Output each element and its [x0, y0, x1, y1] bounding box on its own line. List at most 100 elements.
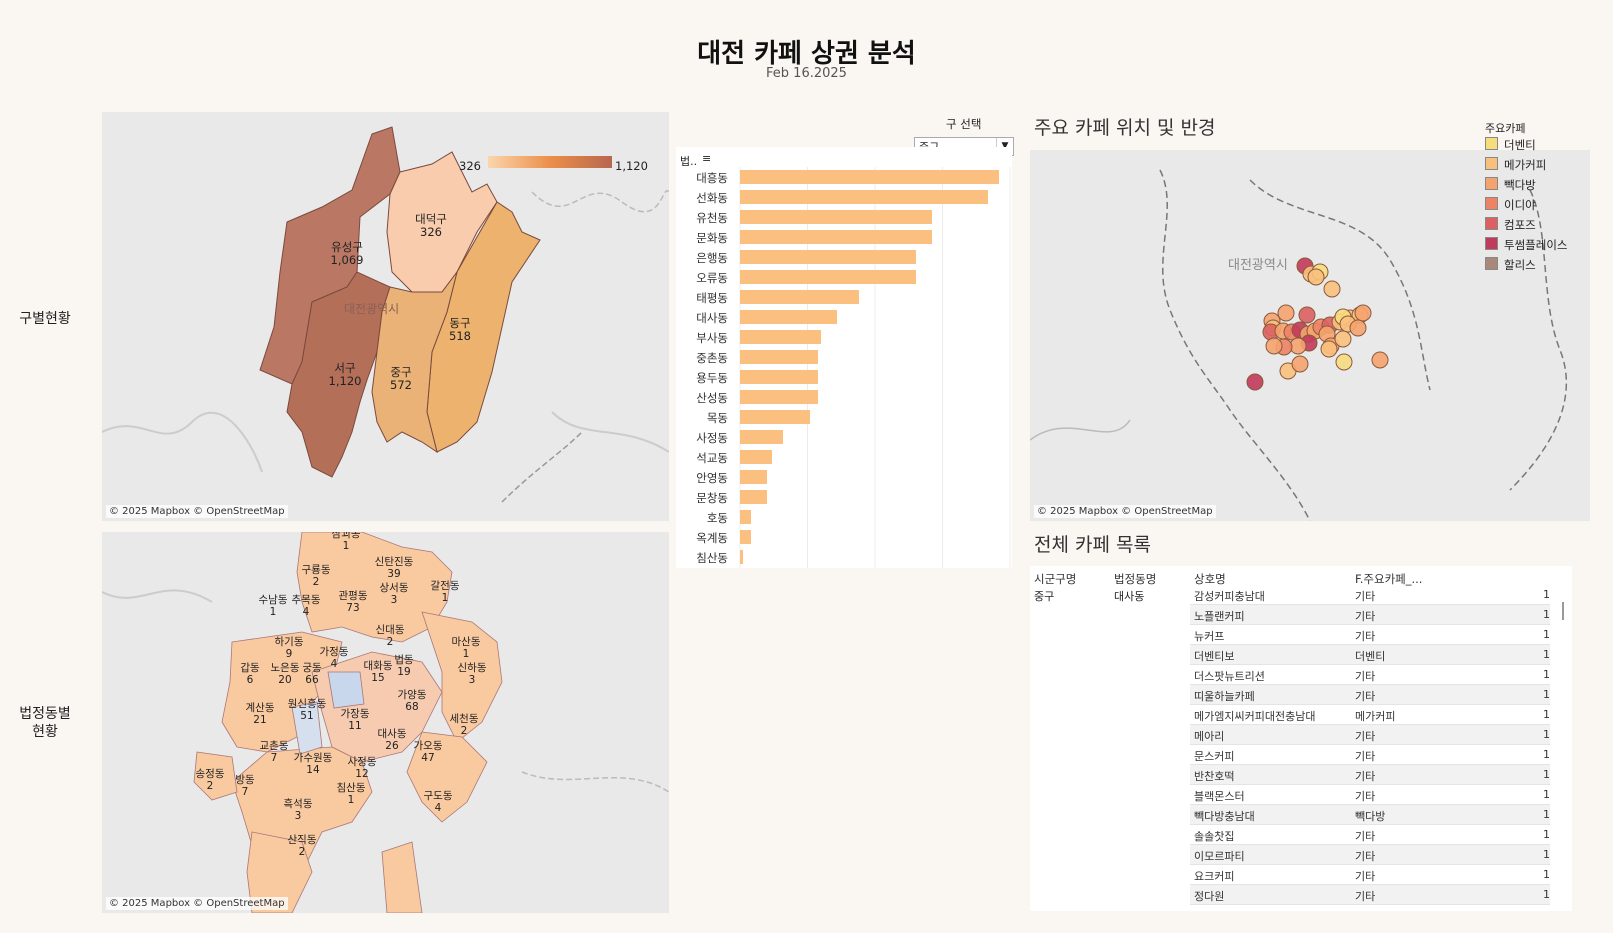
row-divider	[1190, 884, 1550, 885]
table-row[interactable]: 메아리 기타 1	[1030, 725, 1572, 745]
bar-row[interactable]: 옥계동	[676, 527, 1012, 547]
dropdown-arrow-icon[interactable]: ▼	[996, 138, 1013, 155]
bar[interactable]	[740, 430, 784, 444]
legend-item[interactable]: 더벤티	[1485, 137, 1536, 153]
bar-row[interactable]: 용두동	[676, 367, 1012, 387]
table-row[interactable]: 반찬호떡 기타 1	[1030, 765, 1572, 785]
table-row[interactable]: 노플랜커피 기타 1	[1030, 605, 1572, 625]
legend-item[interactable]: 투썸플레이스	[1485, 237, 1567, 253]
bar-row[interactable]: 오류동	[676, 267, 1012, 287]
bar[interactable]	[740, 470, 767, 484]
table-row[interactable]: 더벤티보 더벤티 1	[1030, 645, 1572, 665]
cafe-location-map[interactable]: 대전광역시 © 2025 Mapbox © OpenStreetMap	[1030, 150, 1590, 521]
bar-row[interactable]: 유천동	[676, 207, 1012, 227]
table-row[interactable]: 이모르파티 기타 1	[1030, 845, 1572, 865]
table-row[interactable]: 메가엠지씨커피대전충남대 메가커피 1	[1030, 705, 1572, 725]
table-row[interactable]: 감성커피충남대 기타 1	[1030, 585, 1572, 605]
table-row[interactable]: 솔솔찻집 기타 1	[1030, 825, 1572, 845]
bar[interactable]	[740, 410, 811, 424]
bar-row[interactable]: 호동	[676, 507, 1012, 527]
cell-store-name: 문스커피	[1194, 750, 1235, 763]
legend-item[interactable]: 할리스	[1485, 257, 1536, 273]
bar-row[interactable]: 태평동	[676, 287, 1012, 307]
region-label-daedeok: 대덕구 326	[415, 212, 447, 239]
bar[interactable]	[740, 450, 773, 464]
bar-row[interactable]: 선화동	[676, 187, 1012, 207]
legend-label: 할리스	[1504, 258, 1536, 272]
dong-label: 가양동 68	[397, 689, 427, 713]
cafe-table[interactable]: 시군구명 법정동명 상호명 F.주요카페_... 중구 대사동 감성커피충남대 기…	[1030, 566, 1572, 911]
dong-region-southwest	[193, 751, 238, 801]
col-header-brand[interactable]: F.주요카페_...	[1355, 572, 1423, 586]
table-row[interactable]: 더스팟뉴트리션 기타 1	[1030, 665, 1572, 685]
row-divider	[1190, 624, 1550, 625]
bar[interactable]	[740, 390, 819, 404]
cafe-marker	[1265, 337, 1283, 355]
bar-row[interactable]: 안영동	[676, 467, 1012, 487]
bar[interactable]	[740, 510, 751, 524]
table-row[interactable]: 빽다방충남대 빽다방 1	[1030, 805, 1572, 825]
bar-row[interactable]: 부사동	[676, 327, 1012, 347]
legend-item[interactable]: 컴포즈	[1485, 217, 1536, 233]
bar[interactable]	[740, 250, 916, 264]
table-scrollbar[interactable]	[1562, 602, 1564, 620]
dong-label: 상서동 3	[379, 582, 409, 606]
bar[interactable]	[740, 310, 838, 324]
table-row[interactable]: 뉴커프 기타 1	[1030, 625, 1572, 645]
bar[interactable]	[740, 210, 932, 224]
cell-count: 1	[1543, 788, 1550, 801]
bar-row[interactable]: 문창동	[676, 487, 1012, 507]
cell-store-name: 더스팟뉴트리션	[1194, 670, 1265, 683]
dong-map[interactable]: 삼괴동 1 신탄진동 39 구룡동 2 관평동 73 상서동 3 갈전동 1 추목동 4 수남…	[102, 532, 669, 913]
bar-row[interactable]: 대사동	[676, 307, 1012, 327]
dong-bar-chart[interactable]: 법.. ≡ 대흥동 선화동 유천동 문화동 은행동 오류동 태평동 대사동 부사동 중촌동 용두동 산…	[676, 147, 1012, 568]
cafe-map-shapes	[1030, 169, 1568, 521]
cell-count: 1	[1543, 688, 1550, 701]
bar-row[interactable]: 석교동	[676, 447, 1012, 467]
dong-label: 가장동 11	[340, 708, 370, 732]
legend-label: 투썸플레이스	[1504, 238, 1568, 252]
bar[interactable]	[740, 350, 819, 364]
col-header-dong[interactable]: 법정동명	[1114, 572, 1157, 586]
dong-label: 신탄진동 39	[374, 556, 414, 580]
bar-category-label: 태평동	[696, 291, 728, 305]
bar-row[interactable]: 산성동	[676, 387, 1012, 407]
bar[interactable]	[740, 290, 859, 304]
sort-icon[interactable]: ≡	[702, 152, 712, 165]
legend-item[interactable]: 메가커피	[1485, 157, 1546, 173]
bar[interactable]	[740, 230, 932, 244]
bar-category-label: 석교동	[696, 451, 728, 465]
legend-item[interactable]: 빽다방	[1485, 177, 1536, 193]
table-row[interactable]: 블랙몬스터 기타 1	[1030, 785, 1572, 805]
cafe-marker	[1291, 355, 1309, 373]
table-row[interactable]: 문스커피 기타 1	[1030, 745, 1572, 765]
bar[interactable]	[740, 370, 819, 384]
table-row[interactable]: 요크커피 기타 1	[1030, 865, 1572, 885]
bar-row[interactable]: 사정동	[676, 427, 1012, 447]
bar-row[interactable]: 은행동	[676, 247, 1012, 267]
bar-row[interactable]: 목동	[676, 407, 1012, 427]
table-row[interactable]: 정다원 기타 1	[1030, 885, 1572, 905]
legend-item[interactable]: 이디야	[1485, 197, 1536, 213]
dong-label: 신하동 3	[457, 662, 487, 686]
dong-label: 송정동 2	[195, 768, 225, 792]
bar[interactable]	[740, 330, 821, 344]
bar-row[interactable]: 중촌동	[676, 347, 1012, 367]
table-row[interactable]: 띠울하늘카페 기타 1	[1030, 685, 1572, 705]
bar[interactable]	[740, 490, 767, 504]
row-divider	[1190, 664, 1550, 665]
bar[interactable]	[740, 270, 916, 284]
bar-row[interactable]: 문화동	[676, 227, 1012, 247]
col-header-district[interactable]: 시군구명	[1034, 572, 1077, 586]
bar[interactable]	[740, 170, 1000, 184]
bar-row[interactable]: 침산동	[676, 547, 1012, 567]
bar[interactable]	[740, 550, 743, 564]
bar[interactable]	[740, 530, 751, 544]
bar[interactable]	[740, 190, 989, 204]
bar-row[interactable]: 대흥동	[676, 167, 1012, 187]
map-attribution: © 2025 Mapbox © OpenStreetMap	[106, 505, 288, 518]
district-map[interactable]: 326 1,120 대전광역시 유성구 1,069 대덕구 326 동구 518 서구…	[102, 112, 669, 521]
table-title: 전체 카페 목록	[1034, 534, 1151, 556]
col-header-store[interactable]: 상호명	[1194, 572, 1226, 586]
